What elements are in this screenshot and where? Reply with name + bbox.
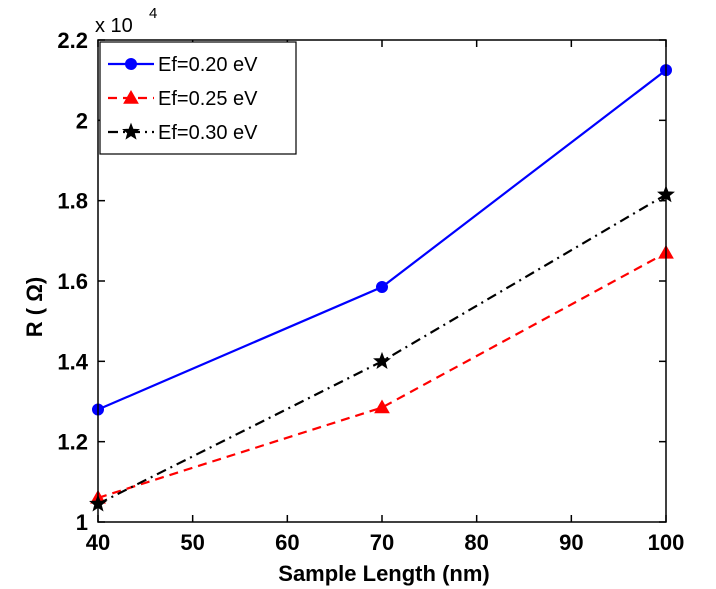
x-tick-label: 80 [464, 530, 488, 555]
y-multiplier-exponent: 4 [149, 5, 157, 22]
axes: 40 50 60 70 80 90 100 1 1.2 1.4 1.6 1.8 2 2.2 [57, 28, 684, 555]
legend-marker-2 [123, 89, 139, 104]
y-tick-label: 1.6 [57, 269, 88, 294]
series-1-point [376, 281, 388, 294]
x-tick-label: 40 [86, 530, 110, 555]
y-tick-label: 1.4 [57, 349, 88, 374]
x-tick-label: 50 [180, 530, 204, 555]
series-line-3 [97, 193, 667, 505]
x-tick-label: 90 [559, 530, 583, 555]
y-tick-label: 1.8 [57, 189, 88, 214]
series-line-2 [97, 251, 667, 499]
series-2-point [374, 399, 390, 414]
x-tick-label: 70 [370, 530, 394, 555]
x-tick-label: 60 [275, 530, 299, 555]
series-3-point [373, 351, 391, 369]
y-tick-label: 2.2 [57, 28, 88, 53]
legend-marker-3 [122, 122, 140, 140]
legend-entry-2: Ef=0.25 eV [158, 88, 258, 110]
legend-entry-3: Ef=0.30 eV [158, 122, 258, 144]
legend-marker-1 [125, 58, 137, 70]
y-multiplier-label: x 10 [95, 15, 133, 37]
plot-area [89, 64, 675, 512]
y-tick-label: 1 [76, 510, 88, 535]
x-axis-label: Sample Length (nm) [278, 561, 489, 586]
legend-entry-1: Ef=0.20 eV [158, 54, 258, 76]
y-tick-label: 1.2 [57, 430, 88, 455]
x-tick-label: 100 [648, 530, 685, 555]
y-axis-label: R ( Ω) [22, 277, 47, 337]
legend: Ef=0.20 eV Ef=0.25 eV Ef=0.30 eV [99, 41, 297, 155]
y-tick-label: 2 [76, 108, 88, 133]
